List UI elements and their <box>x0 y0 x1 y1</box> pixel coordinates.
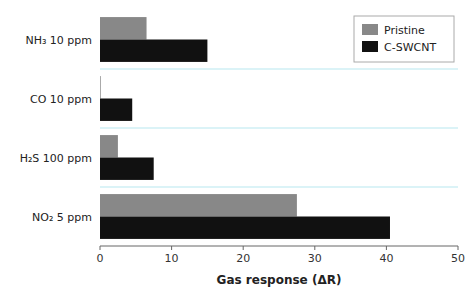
tick-label: 10 <box>165 252 179 265</box>
bar <box>100 194 297 216</box>
bar <box>100 17 147 39</box>
tick <box>386 246 387 250</box>
bar <box>100 40 207 62</box>
separator <box>100 127 458 128</box>
bar <box>100 76 101 98</box>
chart: 0 10 20 30 40 50 NH₃ 10 ppm CO 10 ppm H₂S 100 pp… <box>0 0 474 294</box>
tick-label: 40 <box>379 252 393 265</box>
tick <box>314 246 315 250</box>
tick-label: 30 <box>308 252 322 265</box>
category-label: NO₂ 5 ppm <box>32 211 92 224</box>
axis-title: Gas response (ΔR) <box>217 273 342 287</box>
tick <box>100 246 101 250</box>
category-label: CO 10 ppm <box>30 93 92 106</box>
tick <box>171 246 172 250</box>
separator <box>100 186 458 187</box>
category-label: NH₃ 10 ppm <box>25 34 92 47</box>
legend-box <box>354 16 454 62</box>
bar <box>100 217 390 239</box>
legend-swatch <box>362 24 378 35</box>
tick <box>458 246 459 250</box>
bar <box>100 135 118 157</box>
legend-label: Pristine <box>384 24 425 37</box>
legend: Pristine C-SWCNT <box>354 16 454 62</box>
legend-swatch <box>362 41 378 52</box>
separator <box>100 68 458 69</box>
tick-label: 0 <box>97 252 104 265</box>
x-axis <box>100 246 458 247</box>
legend-label: C-SWCNT <box>384 41 436 54</box>
bar <box>100 158 154 180</box>
tick <box>243 246 244 250</box>
tick-label: 50 <box>451 252 465 265</box>
tick-label: 20 <box>236 252 250 265</box>
bars <box>100 17 390 239</box>
category-label: H₂S 100 ppm <box>20 152 92 165</box>
bar <box>100 99 132 121</box>
